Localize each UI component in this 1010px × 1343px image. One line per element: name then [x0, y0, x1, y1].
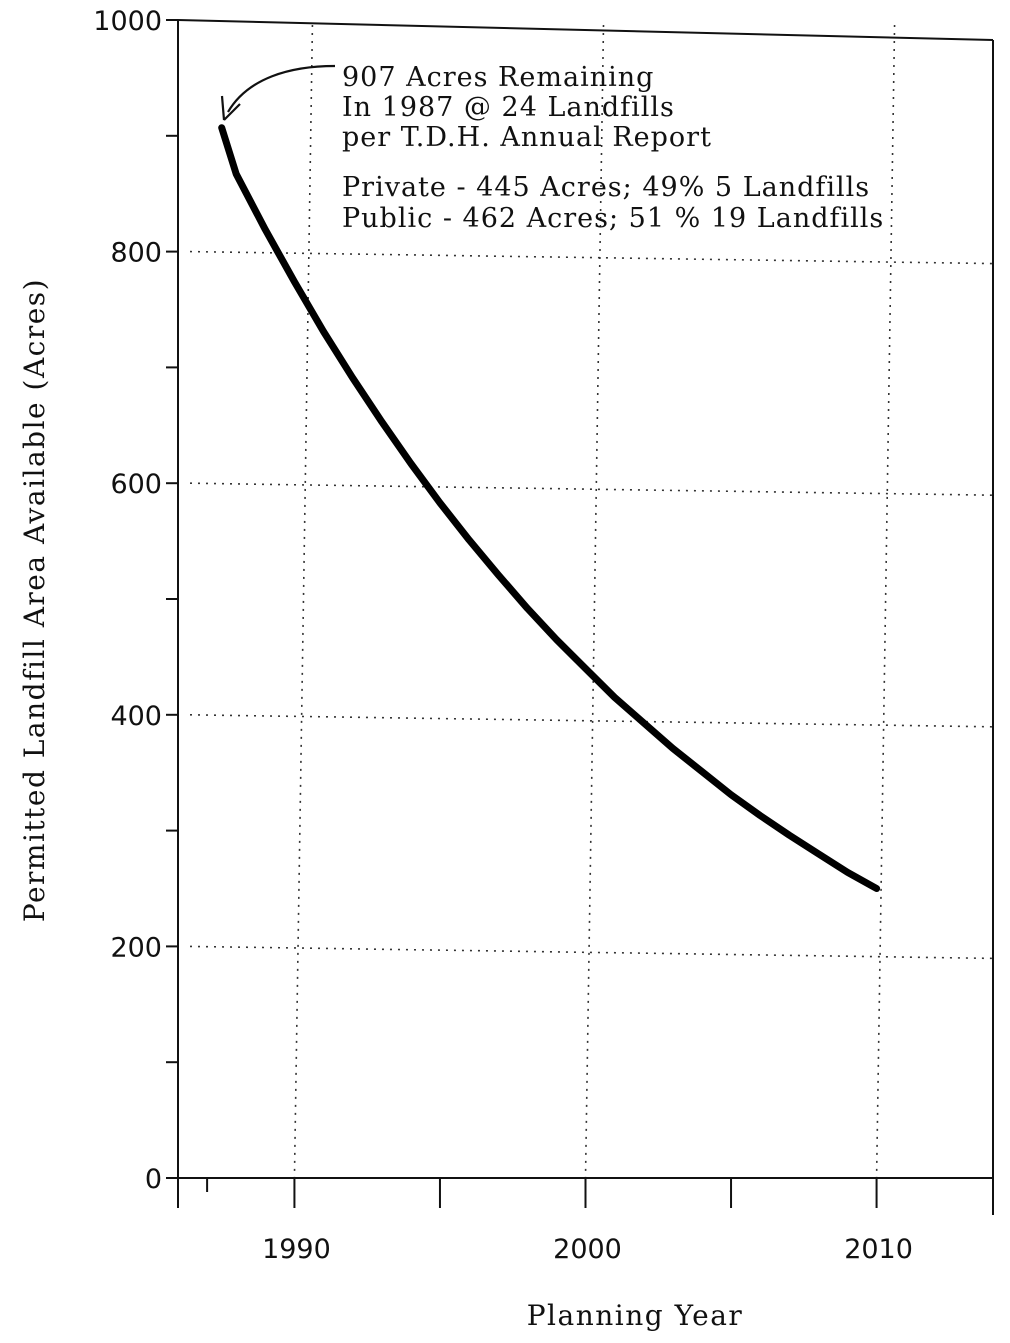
x-gridline	[293, 24, 314, 1179]
annotation-text-line: 907 Acres Remaining	[342, 62, 654, 93]
annotation-text-line: Private - 445 Acres; 49% 5 Landfills	[342, 172, 870, 203]
annotation-text-line: In 1987 @ 24 Landfills	[342, 92, 675, 123]
annotation-arrow	[227, 64, 336, 113]
y-tick-label: 200	[110, 932, 162, 963]
axis-ticks	[166, 19, 994, 1208]
annotation-text-line: Public - 462 Acres; 51 % 19 Landfills	[342, 203, 884, 234]
y-tick-label: 400	[110, 701, 162, 732]
series-layer	[218, 124, 881, 892]
y-gridline	[189, 945, 994, 960]
y-gridline	[189, 250, 994, 265]
x-tick-label: 1990	[262, 1234, 331, 1265]
grid-lines	[189, 24, 994, 1179]
y-tick-label: 600	[110, 469, 162, 500]
x-tick-label: 2000	[553, 1234, 622, 1265]
x-tick-label: 2010	[844, 1234, 913, 1265]
x-gridline	[875, 24, 896, 1179]
tick-labels: 0 200 400 600 800 1000 1990 2000 2010	[93, 6, 913, 1265]
annotation-arrowhead	[220, 95, 241, 121]
y-tick-label: 1000	[93, 6, 162, 37]
y-axis-title: Permitted Landfill Area Available (Acres…	[18, 278, 51, 922]
x-gridline	[584, 24, 605, 1179]
x-axis-title: Planning Year	[527, 1299, 744, 1332]
y-tick-label: 0	[145, 1164, 162, 1195]
top-frame-line	[177, 19, 994, 41]
annotation-text-line: per T.D.H. Annual Report	[342, 122, 712, 153]
series-line	[218, 124, 881, 892]
y-gridline	[189, 714, 994, 728]
y-gridline	[189, 482, 994, 496]
y-tick-label: 800	[110, 238, 162, 269]
